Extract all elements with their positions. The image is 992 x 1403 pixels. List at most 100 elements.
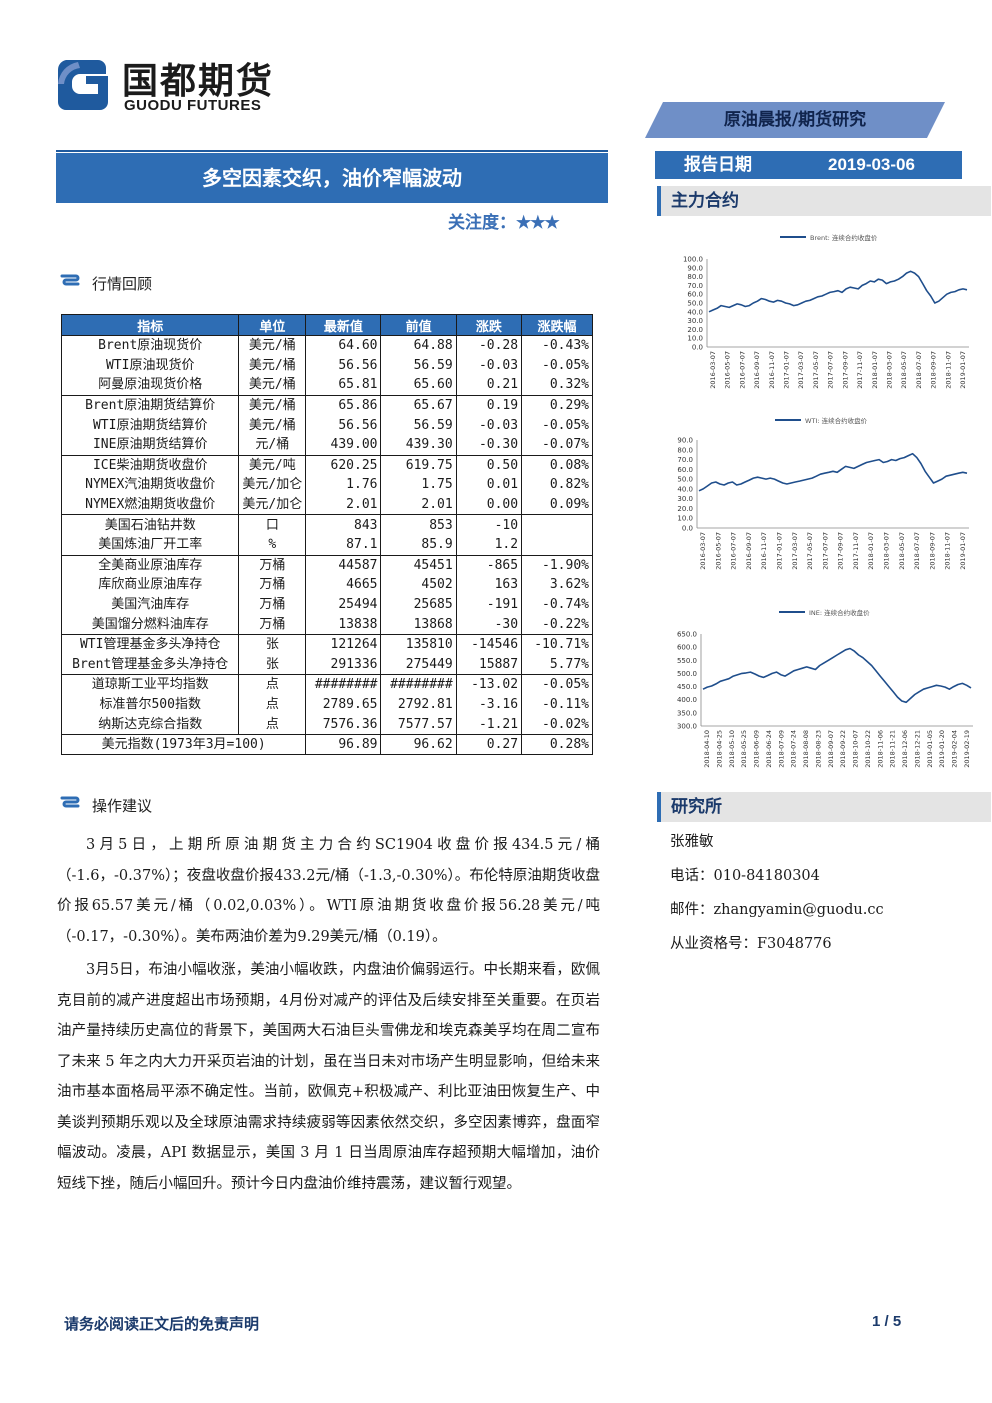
x-tick-label: 2018-01-07 xyxy=(871,351,879,389)
paragraph-2: 3月5日，布油小幅收涨，美油小幅收跌，内盘油价偏弱运行。中长期来看，欧佩克目前的… xyxy=(57,962,600,1192)
value-cell: 56.59 xyxy=(380,355,457,376)
indicator-cell: NYMEX燃油期货收盘价 xyxy=(60,494,240,515)
value-cell: 65.81 xyxy=(305,375,382,396)
y-tick-label: 40.0 xyxy=(687,308,703,316)
unit-cell: % xyxy=(238,534,307,556)
table-row: 阿曼原油现货价格 美元/桶 65.81 65.60 0.21 0.32% xyxy=(60,375,593,396)
ine-chart-svg: INE: 连续合约收盘价 650.0 600.0 550.0 500.0 450.0 400… xyxy=(677,608,973,768)
y-tick-label: 60.0 xyxy=(677,466,693,474)
y-tick-label: 450.0 xyxy=(677,683,697,691)
value-cell: -0.05% xyxy=(521,415,593,435)
value-cell: 0.09% xyxy=(521,494,593,515)
indicator-cell: 美元指数(1973年3月=100) xyxy=(60,733,307,756)
table-row: 库欣商业原油库存 万桶 4665 4502 163 3.62% xyxy=(60,575,593,595)
table-row: Brent原油现货价 美元/桶 64.60 64.88 -0.28 -0.43% xyxy=(60,334,593,356)
table-row: 美国汽油库存 万桶 25494 25685 -191 -0.74% xyxy=(60,594,593,615)
attention-label: 关注度： xyxy=(448,213,516,233)
legend-label: Brent: 连续合约收盘价 xyxy=(810,233,878,242)
x-tick-label: 2018-08-08 xyxy=(802,730,810,768)
value-cell xyxy=(521,514,593,535)
x-tick-label: 2018-05-07 xyxy=(898,532,906,570)
value-cell: -30 xyxy=(455,614,523,635)
unit-cell: 张 xyxy=(238,633,307,655)
value-cell: -0.22% xyxy=(521,614,593,635)
value-cell: 0.82% xyxy=(521,475,593,495)
value-cell: 135810 xyxy=(380,633,457,655)
table-row: Brent原油期货结算价 美元/桶 65.86 65.67 0.19 0.29% xyxy=(60,394,593,416)
x-tick-label: 2018-09-07 xyxy=(928,532,936,570)
value-cell: 2.01 xyxy=(305,494,382,515)
indicator-cell: 美国馏分燃料油库存 xyxy=(60,614,240,635)
table-header-cell: 单位 xyxy=(238,314,307,336)
value-cell: 85.9 xyxy=(380,534,457,556)
indicator-cell: 美国炼油厂开工率 xyxy=(60,534,240,556)
value-cell: 15887 xyxy=(455,654,523,675)
value-cell: -865 xyxy=(455,554,523,576)
value-cell: 0.00 xyxy=(455,494,523,515)
unit-cell: 点 xyxy=(238,674,307,695)
table-row: 标准普尔500指数点 2789.65 2792.81 -3.16 -0.11% xyxy=(60,694,593,715)
value-cell: 7576.36 xyxy=(305,714,382,735)
guodu-logo-icon xyxy=(52,54,112,114)
value-cell: -0.03 xyxy=(455,415,523,435)
value-cell: -0.11% xyxy=(521,694,593,715)
value-cell: 619.75 xyxy=(380,454,457,476)
x-tick-label: 2018-05-10 xyxy=(728,730,736,768)
y-tick-label: 70.0 xyxy=(687,282,703,290)
value-cell: 56.59 xyxy=(380,415,457,435)
table-row: 纳斯达克综合指数点 7576.36 7577.57 -1.21 -0.02% xyxy=(60,714,593,735)
table-body: Brent原油现货价 美元/桶 64.60 64.88 -0.28 -0.43% WTI原油… xyxy=(60,334,593,756)
main-contract-heading-text: 主力合约 xyxy=(671,191,739,211)
value-cell: -0.28 xyxy=(455,334,523,356)
indicator-cell: Brent原油现货价 xyxy=(60,334,240,356)
value-cell: 439.30 xyxy=(380,434,457,456)
logo-chinese: 国都期货 xyxy=(122,61,275,102)
x-tick-label: 2016-07-07 xyxy=(738,351,746,389)
x-tick-label: 2018-09-07 xyxy=(827,730,835,768)
value-cell: 275449 xyxy=(380,654,457,675)
x-tick-label: 2016-11-07 xyxy=(760,532,768,570)
report-title: 多空因素交织，油价窄幅波动 xyxy=(202,166,462,190)
value-cell: 0.28% xyxy=(521,733,593,756)
indicator-cell: ICE柴油期货收盘价 xyxy=(60,454,240,476)
research-heading-text: 研究所 xyxy=(671,797,722,817)
table-row: NYMEX燃油期货收盘价 美元/加仑 2.01 2.01 0.00 0.09% xyxy=(60,494,593,515)
unit-cell: 美元/加仑 xyxy=(238,494,307,515)
unit-cell: 点 xyxy=(238,714,307,735)
indicator-cell: WTI原油期货结算价 xyxy=(60,415,240,435)
y-tick-label: 100.0 xyxy=(683,256,703,264)
value-cell: ######## xyxy=(305,674,382,695)
y-tick-label: 0.0 xyxy=(682,525,693,533)
table-row: 美元指数(1973年3月=100) 96.89 96.62 0.27 0.28% xyxy=(60,733,593,756)
x-tick-label: 2019-02-19 xyxy=(963,730,971,768)
x-tick-label: 2018-05-07 xyxy=(900,351,908,389)
page-number: 1 / 5 xyxy=(872,1313,902,1330)
value-cell: 853 xyxy=(380,514,457,535)
y-tick-label: 80.0 xyxy=(677,446,693,454)
indicator-cell: WTI原油现货价 xyxy=(60,355,240,376)
x-tick-label: 2017-05-07 xyxy=(812,351,820,389)
value-cell: 65.67 xyxy=(380,394,457,416)
x-tick-label: 2018-12-21 xyxy=(913,730,921,768)
research-heading: 研究所 xyxy=(657,792,991,822)
x-tick-label: 2017-01-07 xyxy=(775,532,783,570)
value-cell: 13868 xyxy=(380,614,457,635)
x-tick-label: 2017-03-07 xyxy=(797,351,805,389)
value-cell: 0.08% xyxy=(521,454,593,476)
x-tick-label: 2017-09-07 xyxy=(841,351,849,389)
indicator-cell: 美国石油钻井数 xyxy=(60,514,240,535)
y-tick-label: 30.0 xyxy=(677,495,693,503)
x-tick-label: 2016-09-07 xyxy=(745,532,753,570)
x-tick-label: 2018-04-10 xyxy=(703,730,711,768)
indicator-cell: NYMEX汽油期货收盘价 xyxy=(60,475,240,495)
analyst-phone: 电话：010-84180304 xyxy=(670,868,820,884)
table-header-row: 指标 单位 最新值 前值 涨跌 涨跌幅 xyxy=(60,314,593,336)
unit-cell: 万桶 xyxy=(238,554,307,576)
x-tick-label: 2017-11-07 xyxy=(852,532,860,570)
table-row: WTI原油期货结算价 美元/桶 56.56 56.59 -0.03 -0.05% xyxy=(60,415,593,435)
table-header-cell: 前值 xyxy=(380,314,457,336)
value-cell: 64.88 xyxy=(380,334,457,356)
value-cell: -1.21 xyxy=(455,714,523,735)
y-tick-label: 500.0 xyxy=(677,670,697,678)
value-cell: 291336 xyxy=(305,654,382,675)
